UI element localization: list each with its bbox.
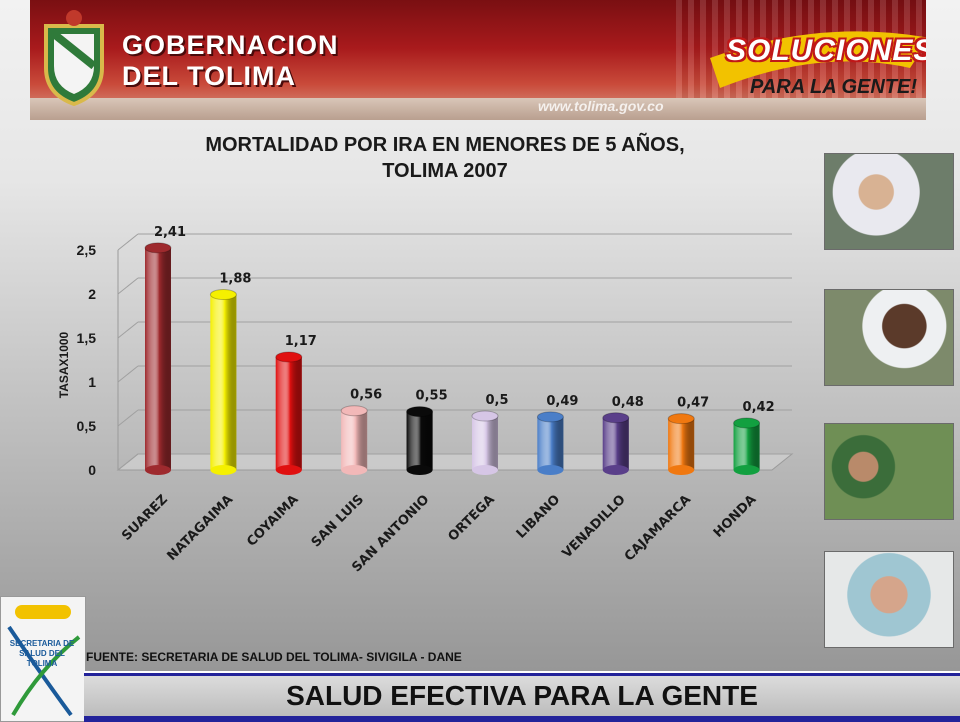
title-line1: GOBERNACION	[122, 30, 339, 60]
value-label: 0,49	[546, 394, 578, 409]
y-tick-label: 1	[88, 374, 96, 390]
grid-diagonal	[117, 277, 139, 295]
x-tick-label: HONDA	[711, 492, 760, 541]
bar-base	[341, 465, 368, 475]
bar-base	[406, 465, 433, 475]
grid-diagonal	[117, 233, 139, 251]
bar-shading	[668, 418, 695, 470]
value-label: 0,47	[677, 396, 709, 411]
y-tick-label: 2,5	[77, 242, 97, 258]
x-tick-label: COYAIMA	[244, 492, 301, 549]
bar-top	[340, 405, 368, 417]
photo-child-vaccination	[824, 289, 954, 386]
bar-shading	[341, 410, 368, 470]
value-label: 0,48	[612, 395, 644, 410]
slogan-badge: SOLUCIONES PARA LA GENTE!	[710, 28, 926, 108]
slogan-subtitle: PARA LA GENTE!	[750, 76, 918, 98]
value-label: 0,42	[743, 400, 775, 415]
photo-smiling-child	[824, 551, 954, 648]
bar-top	[733, 417, 761, 429]
x-tick-label: SUAREZ	[119, 492, 171, 544]
bar-shading	[537, 416, 564, 470]
bar-base	[537, 465, 564, 475]
logo-text: SECRETARIA DE SALUD DEL TOLIMA	[9, 639, 75, 668]
bar-base	[210, 465, 237, 475]
bar-shading	[406, 411, 433, 470]
bar-shading	[210, 294, 237, 470]
bar-top	[536, 411, 564, 423]
title-line2: DEL TOLIMA	[122, 61, 297, 91]
x-tick-label: ORTEGA	[446, 492, 498, 544]
website-url: www.tolima.gov.co	[538, 98, 664, 114]
chart-title-line2: TOLIMA 2007	[382, 160, 508, 182]
x-tick-label: SAN LUIS	[309, 492, 367, 550]
value-label: 1,17	[285, 334, 317, 349]
y-tick-label: 1,5	[77, 330, 97, 346]
bar-base	[668, 465, 695, 475]
health-secretariat-logo: SECRETARIA DE SALUD DEL TOLIMA	[0, 596, 86, 722]
x-tick-label: NATAGAIMA	[165, 492, 237, 564]
bar-base	[733, 465, 760, 475]
bar-base	[472, 465, 498, 475]
chart-title-line1: MORTALIDAD POR IRA EN MENORES DE 5 AÑOS,	[205, 134, 685, 156]
y-tick-label: 0	[88, 462, 96, 478]
chart-source: FUENTE: SECRETARIA DE SALUD DEL TOLIMA- …	[86, 650, 462, 664]
footer-slogan: SALUD EFECTIVA PARA LA GENTE	[84, 676, 960, 716]
value-label: 0,56	[350, 388, 382, 403]
y-tick-label: 2	[88, 286, 96, 302]
x-tick-label: VENADILLO	[560, 492, 629, 561]
slogan-swoosh-icon	[710, 31, 926, 88]
logo-swoosh-icon	[7, 625, 81, 717]
bar-shading	[145, 247, 171, 470]
bar-base	[275, 465, 302, 475]
photo-mother-child	[824, 153, 954, 250]
bar-top	[275, 351, 303, 363]
bar-top	[602, 412, 630, 424]
x-tick-label: CAJAMARCA	[622, 492, 694, 564]
slogan-title: SOLUCIONES	[726, 34, 926, 67]
y-axis-label: TASAX1000	[57, 331, 71, 398]
bar-base	[145, 465, 171, 475]
bar-shading	[275, 357, 302, 470]
grid-diagonal	[117, 409, 139, 427]
bar-shading	[602, 417, 629, 470]
grid-diagonal	[117, 321, 139, 339]
grid-diagonal	[117, 365, 139, 383]
value-label: 2,41	[154, 225, 186, 240]
bar-top	[209, 289, 237, 301]
header-banner: GOBERNACION DEL TOLIMA www.tolima.gov.co…	[30, 0, 926, 120]
coat-of-arms-icon	[44, 10, 104, 107]
banner-strip	[30, 98, 926, 120]
bar-shading	[733, 423, 760, 470]
chart-title: MORTALIDAD POR IRA EN MENORES DE 5 AÑOS,…	[120, 132, 770, 184]
bar-shading	[472, 416, 498, 470]
bar-top	[667, 413, 695, 425]
logo-badge-icon	[15, 605, 71, 619]
value-label: 0,55	[416, 389, 448, 404]
value-label: 0,5	[485, 393, 508, 408]
value-label: 1,88	[219, 272, 251, 287]
bar-top	[144, 242, 172, 254]
bar-chart: 0 0,5 1 1,5 2 2,5 TASAX1000 2,41 SUAREZ 1,88 NAT…	[57, 225, 794, 575]
bar-base	[602, 465, 629, 475]
y-tick-label: 0,5	[77, 418, 97, 434]
government-title: GOBERNACION DEL TOLIMA	[122, 30, 339, 92]
x-tick-label: LIBANO	[514, 492, 564, 542]
bar-top	[471, 410, 499, 422]
bar-top	[406, 406, 434, 418]
photo-children-group	[824, 423, 954, 520]
grid-diagonal	[117, 453, 139, 471]
